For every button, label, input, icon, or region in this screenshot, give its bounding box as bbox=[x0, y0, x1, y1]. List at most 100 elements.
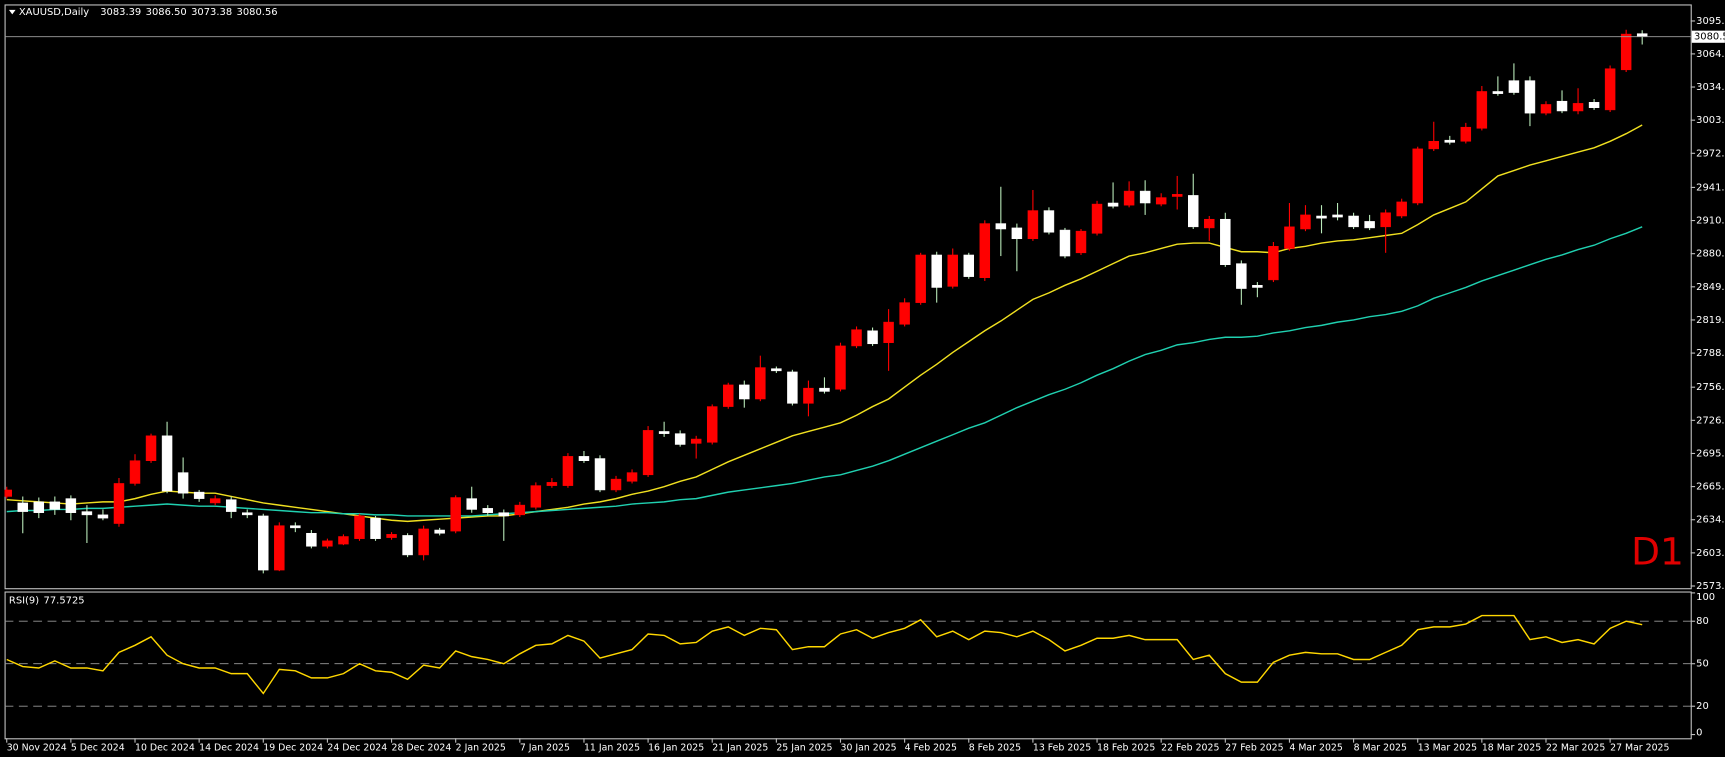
y-tick-label: 3064.70 bbox=[1696, 49, 1725, 60]
x-tick-label: 5 Dec 2024 bbox=[71, 743, 125, 754]
candle-body bbox=[1588, 102, 1600, 108]
y-tick-label: 2880.20 bbox=[1696, 249, 1725, 260]
candle-body bbox=[1508, 80, 1520, 93]
candle-body bbox=[129, 460, 141, 484]
candle-body bbox=[658, 431, 670, 434]
candle-body bbox=[193, 491, 205, 499]
candle-body bbox=[723, 384, 734, 407]
y-tick-label: 3034.10 bbox=[1696, 82, 1725, 93]
candle-body bbox=[225, 499, 237, 512]
y-tick-label: 80 bbox=[1696, 616, 1709, 627]
x-tick-label: 11 Jan 2025 bbox=[584, 743, 640, 754]
x-tick-label: 18 Mar 2025 bbox=[1482, 743, 1541, 754]
candle-body bbox=[706, 406, 718, 443]
candle-body bbox=[482, 508, 493, 513]
candle-body bbox=[1284, 226, 1295, 249]
candle-body bbox=[1316, 215, 1327, 219]
x-tick-label: 14 Dec 2024 bbox=[199, 743, 259, 754]
candle-body bbox=[434, 529, 445, 534]
y-tick-label: 2603.90 bbox=[1696, 548, 1725, 559]
candle-body bbox=[1268, 246, 1279, 281]
x-tick-label: 10 Dec 2024 bbox=[135, 743, 195, 754]
candle-body bbox=[610, 478, 622, 491]
candle-body bbox=[1252, 285, 1263, 288]
candle-body bbox=[418, 528, 429, 556]
x-tick-label: 30 Jan 2025 bbox=[840, 743, 896, 754]
x-tick-label: 30 Nov 2024 bbox=[7, 743, 67, 754]
candle-body bbox=[819, 387, 830, 392]
timeframe-label: D1 bbox=[1631, 529, 1684, 573]
x-tick-label: 27 Mar 2025 bbox=[1610, 743, 1669, 754]
candle-body bbox=[209, 498, 221, 504]
candle-body bbox=[867, 330, 878, 345]
candle-body bbox=[498, 512, 510, 517]
y-tick-label: 2695.70 bbox=[1696, 448, 1725, 459]
candle-body bbox=[899, 302, 910, 325]
candle-body bbox=[755, 367, 766, 400]
candle-body bbox=[1636, 33, 1648, 38]
rsi-plot bbox=[4, 614, 1691, 707]
y-tick-label: 2756.90 bbox=[1696, 382, 1725, 393]
y-tick-label: 2849.60 bbox=[1696, 282, 1725, 293]
candle-body bbox=[450, 497, 461, 532]
x-tick-label: 18 Feb 2025 bbox=[1097, 743, 1155, 754]
candle-body bbox=[1540, 104, 1552, 114]
candle-body bbox=[33, 501, 45, 513]
y-tick-label: 2665.10 bbox=[1696, 482, 1725, 493]
candle-body bbox=[386, 534, 397, 538]
price-plot bbox=[4, 29, 1691, 574]
candle-body bbox=[1171, 194, 1183, 197]
candle-body bbox=[915, 254, 926, 303]
ohlc-value: 3086.50 bbox=[146, 7, 187, 18]
menu-arrow[interactable] bbox=[8, 9, 16, 15]
x-tick-label: 27 Feb 2025 bbox=[1225, 743, 1283, 754]
candle-body bbox=[1123, 190, 1135, 206]
candle-body bbox=[1011, 227, 1023, 240]
candle-body bbox=[338, 536, 349, 545]
candle-body bbox=[1236, 263, 1247, 289]
candle-body bbox=[1428, 141, 1439, 150]
candle-body bbox=[803, 387, 814, 404]
candle-body bbox=[546, 482, 558, 486]
candle-body bbox=[1444, 139, 1456, 143]
candle-body bbox=[1572, 103, 1584, 112]
y-tick-label: 2726.30 bbox=[1696, 415, 1725, 426]
candle-body bbox=[1220, 218, 1231, 266]
ohlc-value: 3083.39 bbox=[100, 7, 141, 18]
x-tick-label: 19 Dec 2024 bbox=[263, 743, 323, 754]
candle-body bbox=[979, 223, 991, 278]
y-tick-label: 50 bbox=[1696, 659, 1709, 670]
candle-body bbox=[1027, 210, 1039, 240]
x-tick-label: 8 Feb 2025 bbox=[969, 743, 1021, 754]
candle-body bbox=[562, 456, 574, 486]
candle-body bbox=[1091, 203, 1103, 234]
y-tick-label: 2634.50 bbox=[1696, 515, 1725, 526]
x-tick-label: 21 Jan 2025 bbox=[712, 743, 768, 754]
rsi-value: 77.5725 bbox=[44, 595, 85, 606]
candle-body bbox=[883, 321, 894, 343]
candle-body bbox=[1556, 100, 1568, 112]
candle-body bbox=[514, 504, 526, 516]
candle-body bbox=[402, 535, 413, 556]
candle-body bbox=[674, 433, 686, 445]
candle-body bbox=[65, 498, 77, 513]
candle-body bbox=[835, 345, 846, 390]
rsi-title: RSI(9) bbox=[9, 595, 39, 606]
candle-body bbox=[995, 223, 1007, 230]
x-tick-label: 25 Jan 2025 bbox=[776, 743, 832, 754]
candle-body bbox=[947, 254, 958, 287]
candle-body bbox=[242, 512, 253, 516]
candle-body bbox=[17, 502, 29, 512]
symbol: XAUUSD,Daily bbox=[19, 7, 89, 18]
candle-body bbox=[1348, 215, 1359, 228]
x-tick-label: 22 Mar 2025 bbox=[1546, 743, 1605, 754]
ohlc-value: 3080.56 bbox=[237, 7, 278, 18]
candle-body bbox=[290, 525, 301, 529]
candle-body bbox=[771, 368, 782, 372]
moving-average bbox=[6, 226, 1643, 517]
current-price-box bbox=[1691, 30, 1725, 43]
candle-body bbox=[258, 515, 269, 571]
y-tick-label: 2573.30 bbox=[1696, 581, 1725, 592]
x-tick-label: 2 Jan 2025 bbox=[456, 743, 506, 754]
